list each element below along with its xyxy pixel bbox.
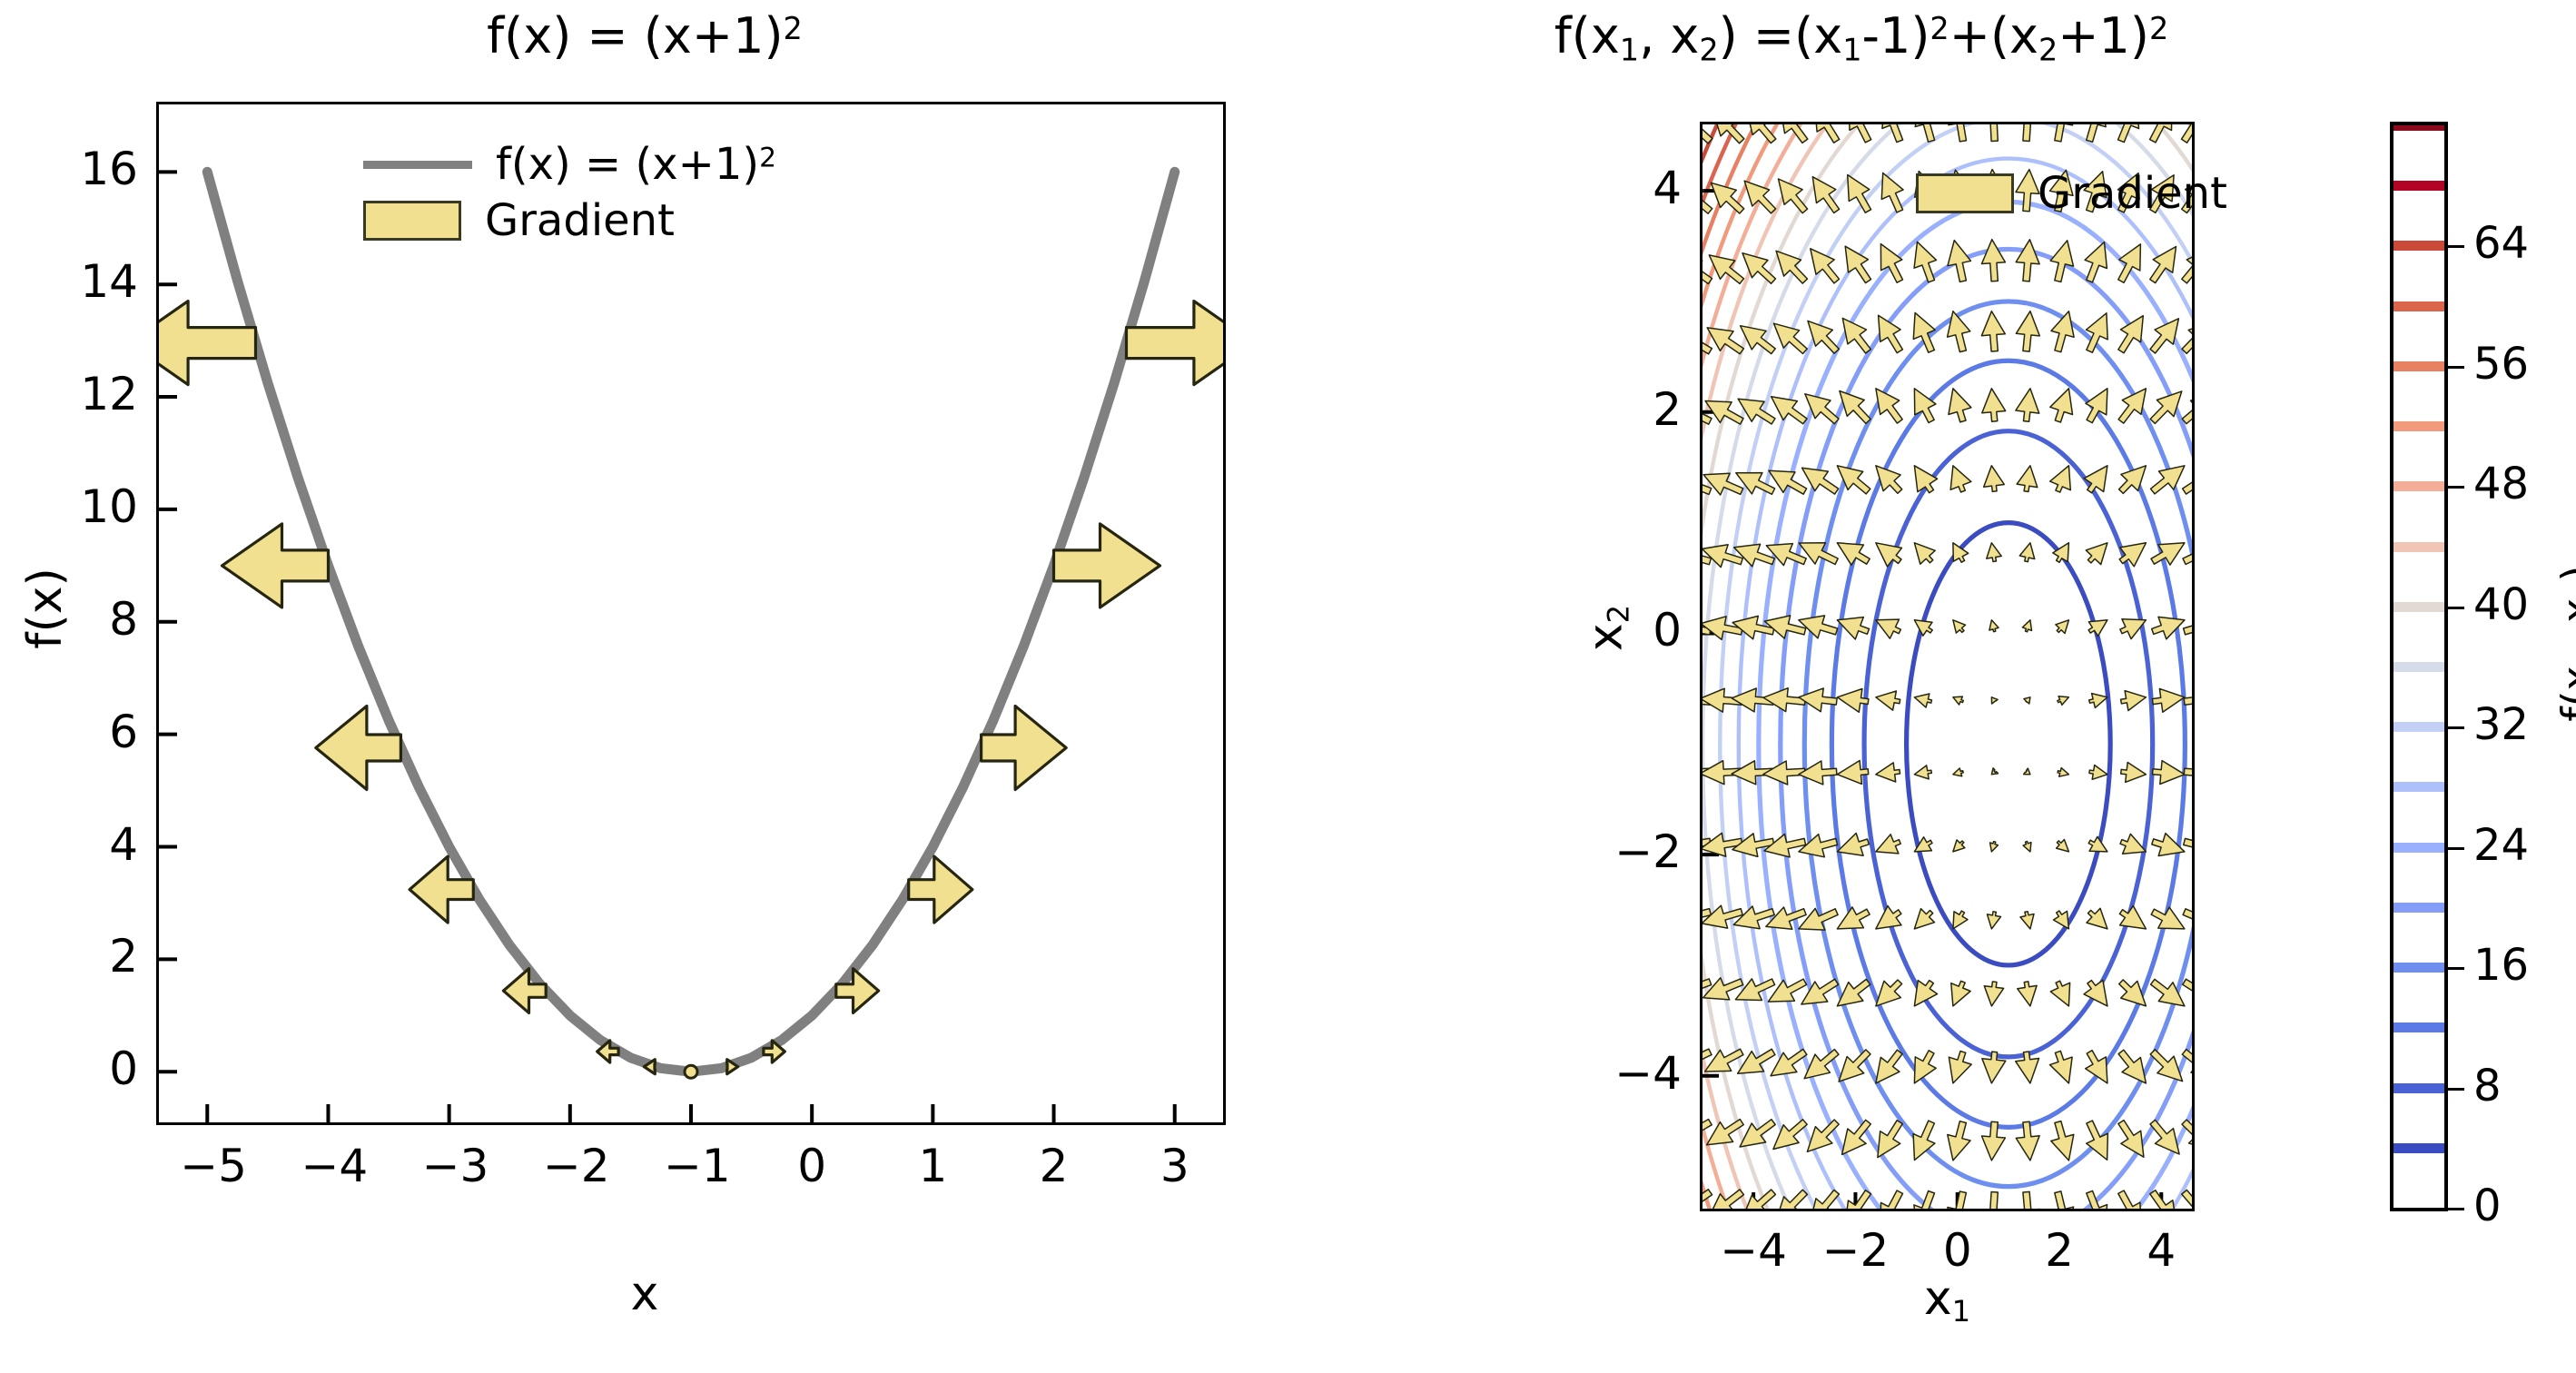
colorbar-tick — [2448, 245, 2464, 249]
colorbar-level-line — [2393, 1142, 2444, 1153]
legend-row-curve: f(x) = (x+1)2 — [363, 136, 776, 193]
colorbar-level-line — [2393, 541, 2444, 552]
colorbar-tick-label: 32 — [2473, 699, 2530, 751]
right-xtick-label: −2 — [1821, 1224, 1890, 1277]
legend-line-swatch — [363, 160, 472, 169]
right-ytick-label: 2 — [1653, 382, 1682, 436]
colorbar-level-line — [2393, 181, 2444, 192]
colorbar-level-line — [2393, 662, 2444, 672]
legend-gradient-swatch — [1916, 173, 2014, 213]
colorbar-level-line — [2393, 902, 2444, 913]
colorbar-tick — [2448, 606, 2464, 609]
left-xtick-label: 0 — [797, 1140, 827, 1192]
left-xtick-label: 3 — [1160, 1140, 1189, 1192]
legend-gradient-label: Gradient — [485, 195, 675, 246]
left-xtick-label: −2 — [542, 1140, 610, 1192]
right-ytick-label: −2 — [1614, 825, 1682, 879]
left-xtick-label: 2 — [1039, 1140, 1069, 1192]
left-ytick-label: 0 — [109, 1042, 138, 1096]
colorbar-level-line — [2393, 1082, 2444, 1093]
legend-row-gradient: Gradient — [363, 193, 776, 249]
left-ytick-label: 12 — [80, 368, 138, 421]
left-ytick-label: 2 — [109, 930, 138, 983]
right-xaxis-label: x1 — [1923, 1271, 1971, 1329]
colorbar-label: f(x1, x2) — [2552, 566, 2576, 722]
colorbar-tick — [2448, 486, 2464, 489]
colorbar-level-line — [2393, 241, 2444, 252]
left-xtick-label: −4 — [301, 1140, 369, 1192]
colorbar-tick-label: 40 — [2473, 578, 2530, 630]
colorbar-tick-label: 24 — [2473, 819, 2530, 871]
right-legend: Gradient — [1916, 165, 2227, 222]
left-yaxis-label: f(x) — [18, 568, 73, 649]
colorbar-tick-label: 64 — [2473, 218, 2530, 270]
legend-row-gradient: Gradient — [1916, 165, 2227, 222]
colorbar-tick — [2448, 726, 2464, 730]
left-xtick-label: 1 — [918, 1140, 948, 1192]
right-ytick-label: −4 — [1614, 1046, 1682, 1100]
left-xaxis-label: x — [630, 1267, 659, 1321]
legend-gradient-swatch — [363, 201, 461, 241]
colorbar-level-line — [2393, 601, 2444, 612]
colorbar-level-line — [2393, 963, 2444, 973]
colorbar-tick-label: 16 — [2473, 940, 2530, 992]
colorbar-tick — [2448, 967, 2464, 971]
right-axes — [1700, 122, 2195, 1211]
left-ytick-label: 4 — [109, 817, 138, 871]
left-legend: f(x) = (x+1)2 Gradient — [363, 136, 776, 249]
colorbar — [2390, 122, 2448, 1211]
colorbar-level-line — [2393, 842, 2444, 853]
colorbar-level-line — [2393, 125, 2444, 131]
colorbar-tick-label: 8 — [2473, 1060, 2502, 1111]
right-plot-title: f(x1, x2) =(x1-1)2+(x2+1)2 — [1554, 7, 2169, 68]
left-plot-panel: f(x) = (x+1)2 −5 −4 −3 −2 −1 0 1 2 3 0 2 4 6 8 10 12 14… — [18, 7, 1226, 1321]
colorbar-level-line — [2393, 421, 2444, 432]
left-plot-svg — [159, 166, 1223, 1122]
right-ytick-label: 4 — [1653, 162, 1682, 215]
colorbar-tick — [2448, 846, 2464, 850]
left-ytick-label: 8 — [109, 592, 138, 646]
left-ytick-label: 16 — [80, 143, 138, 196]
right-xtick-label: 2 — [2045, 1224, 2074, 1277]
left-ytick-label: 14 — [80, 255, 138, 309]
colorbar-tick — [2448, 1208, 2464, 1210]
right-xtick-label: 4 — [2147, 1224, 2176, 1277]
left-xtick-label: −3 — [421, 1140, 489, 1192]
left-xtick-label: −5 — [180, 1140, 247, 1192]
right-yaxis-label: x2 — [1578, 604, 1636, 652]
colorbar-tick-label: 56 — [2473, 338, 2530, 390]
colorbar-level-line — [2393, 361, 2444, 371]
right-contour-svg — [1703, 124, 2192, 1209]
colorbar-tick — [2448, 365, 2464, 369]
colorbar-tick-label: 0 — [2473, 1180, 2502, 1231]
right-xtick-label: −4 — [1720, 1224, 1787, 1277]
left-plot-title: f(x) = (x+1)2 — [487, 7, 803, 64]
colorbar-level-line — [2393, 301, 2444, 311]
left-ytick-label: 10 — [80, 479, 138, 533]
colorbar-level-line — [2393, 481, 2444, 492]
right-plot-panel: f(x1, x2) =(x1-1)2+(x2+1)2 −4 −2 0 2 4 −4 −2 0… — [1289, 0, 2576, 1373]
left-xtick-label: −1 — [664, 1140, 731, 1192]
legend-gradient-label: Gradient — [2038, 168, 2227, 219]
right-ytick-label: 0 — [1653, 604, 1682, 657]
right-xtick-label: 0 — [1942, 1224, 1972, 1277]
left-axes — [156, 102, 1226, 1125]
left-ytick-label: 6 — [109, 705, 138, 758]
legend-curve-label: f(x) = (x+1)2 — [496, 139, 777, 190]
colorbar-level-line — [2393, 722, 2444, 733]
colorbar-level-line — [2393, 1022, 2444, 1033]
colorbar-tick — [2448, 1087, 2464, 1091]
colorbar-level-line — [2393, 782, 2444, 793]
colorbar-tick-label: 48 — [2473, 459, 2530, 510]
